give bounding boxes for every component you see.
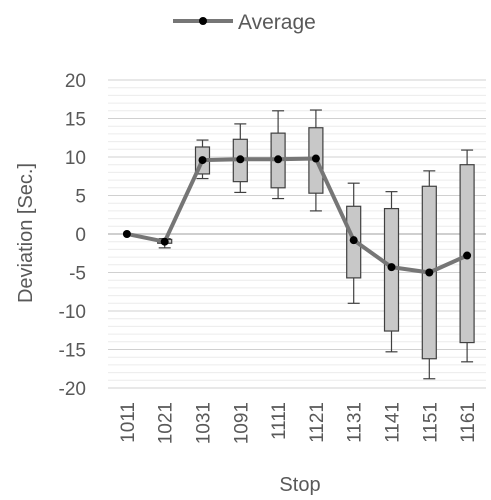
y-tick-label: -15 <box>59 341 86 362</box>
x-tick-label: 1141 <box>383 402 404 443</box>
average-line <box>126 156 468 275</box>
average-point <box>425 268 434 277</box>
x-axis-title: Stop <box>279 474 320 496</box>
average-point <box>387 263 396 272</box>
y-tick-label: 5 <box>75 187 86 208</box>
x-tick-label: 1031 <box>194 402 215 444</box>
average-point <box>198 156 207 165</box>
y-axis-title: Deviation [Sec.] <box>15 163 37 303</box>
y-tick-label: -5 <box>69 264 86 285</box>
x-tick-label: 1121 <box>307 402 328 443</box>
y-axis-ticks: 20 15 10 5 0 -5 -10 -15 -20 <box>59 71 86 400</box>
y-tick-label: 15 <box>65 110 86 131</box>
box-plots <box>157 109 475 380</box>
box-plot <box>270 110 286 200</box>
x-axis-ticks: 1011 1021 1031 1091 1111 1121 1131 1141 1151 1161 <box>118 402 479 444</box>
y-tick-label: -10 <box>59 302 86 323</box>
legend: Average <box>173 11 316 34</box>
legend-marker <box>199 17 207 25</box>
x-tick-label: 1131 <box>345 402 366 443</box>
average-point <box>160 237 169 246</box>
y-tick-label: 0 <box>75 225 86 246</box>
average-point <box>122 230 131 238</box>
x-tick-label: 1111 <box>269 402 290 440</box>
x-tick-label: 1091 <box>231 402 252 444</box>
average-point <box>463 251 472 260</box>
x-tick-label: 1021 <box>156 402 177 444</box>
average-point <box>311 154 320 163</box>
average-point <box>236 155 245 164</box>
average-series <box>122 154 472 277</box>
average-point <box>274 155 283 164</box>
legend-label: Average <box>238 11 316 34</box>
box-plot <box>383 191 400 353</box>
y-tick-label: 20 <box>65 71 86 92</box>
y-tick-label: -20 <box>59 379 86 400</box>
average-point <box>349 236 358 245</box>
x-tick-label: 1161 <box>458 402 479 443</box>
x-tick-label: 1151 <box>420 402 441 443</box>
x-tick-label: 1011 <box>118 402 139 443</box>
y-tick-label: 10 <box>65 148 86 169</box>
